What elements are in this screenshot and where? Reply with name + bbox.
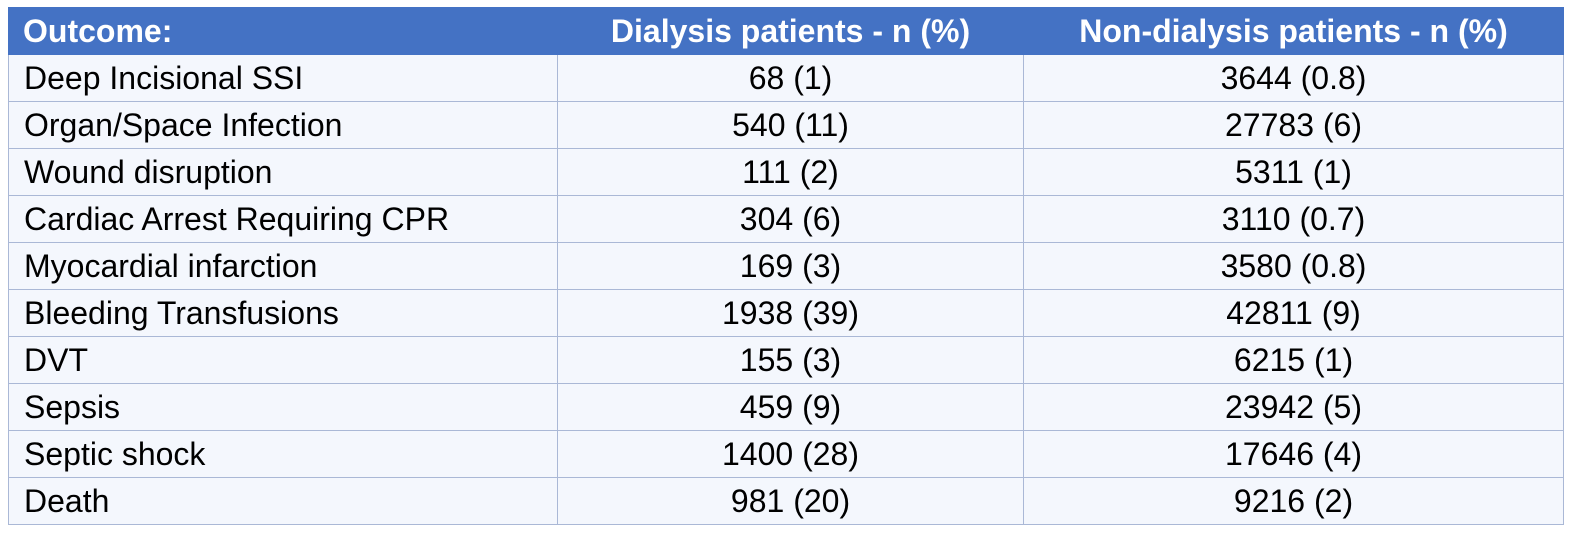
outcome-cell: Sepsis (8, 383, 558, 431)
non-dialysis-cell: 5311 (1) (1023, 148, 1564, 196)
header-outcome: Outcome: (8, 7, 558, 55)
outcome-cell: Organ/Space Infection (8, 101, 558, 149)
outcomes-table: Outcome: Dialysis patients - n (%) Non-d… (8, 7, 1564, 525)
table-row: Myocardial infarction 169 (3) 3580 (0.8) (8, 242, 1564, 290)
outcome-cell: DVT (8, 336, 558, 384)
dialysis-cell: 459 (9) (557, 383, 1024, 431)
non-dialysis-cell: 23942 (5) (1023, 383, 1564, 431)
table-row: Cardiac Arrest Requiring CPR 304 (6) 311… (8, 195, 1564, 243)
dialysis-cell: 68 (1) (557, 54, 1024, 102)
dialysis-cell: 111 (2) (557, 148, 1024, 196)
non-dialysis-cell: 3110 (0.7) (1023, 195, 1564, 243)
outcome-cell: Septic shock (8, 430, 558, 478)
table-row: Organ/Space Infection 540 (11) 27783 (6) (8, 101, 1564, 149)
table-row: Deep Incisional SSI 68 (1) 3644 (0.8) (8, 54, 1564, 102)
table-row: DVT 155 (3) 6215 (1) (8, 336, 1564, 384)
table-row: Septic shock 1400 (28) 17646 (4) (8, 430, 1564, 478)
dialysis-cell: 1938 (39) (557, 289, 1024, 337)
outcome-cell: Cardiac Arrest Requiring CPR (8, 195, 558, 243)
outcome-cell: Myocardial infarction (8, 242, 558, 290)
table-row: Bleeding Transfusions 1938 (39) 42811 (9… (8, 289, 1564, 337)
dialysis-cell: 169 (3) (557, 242, 1024, 290)
non-dialysis-cell: 3644 (0.8) (1023, 54, 1564, 102)
dialysis-cell: 155 (3) (557, 336, 1024, 384)
dialysis-cell: 304 (6) (557, 195, 1024, 243)
dialysis-cell: 981 (20) (557, 477, 1024, 525)
header-dialysis: Dialysis patients - n (%) (557, 7, 1024, 55)
dialysis-cell: 540 (11) (557, 101, 1024, 149)
table-row: Sepsis 459 (9) 23942 (5) (8, 383, 1564, 431)
outcome-cell: Bleeding Transfusions (8, 289, 558, 337)
header-row: Outcome: Dialysis patients - n (%) Non-d… (8, 7, 1564, 55)
dialysis-cell: 1400 (28) (557, 430, 1024, 478)
outcome-cell: Deep Incisional SSI (8, 54, 558, 102)
outcome-cell: Wound disruption (8, 148, 558, 196)
non-dialysis-cell: 27783 (6) (1023, 101, 1564, 149)
non-dialysis-cell: 17646 (4) (1023, 430, 1564, 478)
non-dialysis-cell: 9216 (2) (1023, 477, 1564, 525)
table-row: Death 981 (20) 9216 (2) (8, 477, 1564, 525)
header-non-dialysis: Non-dialysis patients - n (%) (1023, 7, 1564, 55)
non-dialysis-cell: 3580 (0.8) (1023, 242, 1564, 290)
table-row: Wound disruption 111 (2) 5311 (1) (8, 148, 1564, 196)
non-dialysis-cell: 42811 (9) (1023, 289, 1564, 337)
outcome-cell: Death (8, 477, 558, 525)
non-dialysis-cell: 6215 (1) (1023, 336, 1564, 384)
